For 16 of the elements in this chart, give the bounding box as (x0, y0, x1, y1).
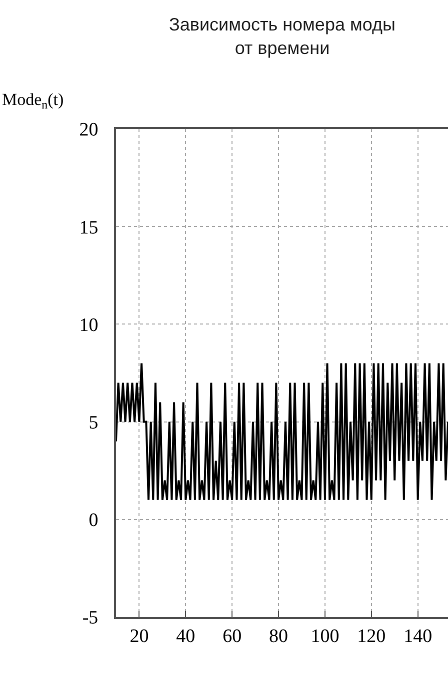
x-tick-label: 100 (310, 626, 340, 647)
x-tick-label: 40 (176, 626, 196, 647)
line-series (116, 362, 448, 501)
x-tick-label: 60 (222, 626, 242, 647)
y-tick-label: 15 (79, 217, 98, 238)
y-tick-label: 5 (88, 412, 98, 434)
x-tick-label: 120 (357, 626, 386, 647)
y-tick-label: 20 (79, 120, 98, 141)
x-tick-label: 20 (130, 626, 149, 647)
y-tick-label: 0 (88, 510, 98, 532)
y-tick-label: -5 (82, 608, 98, 629)
y-tick-label: 10 (79, 314, 98, 336)
x-tick-label: 140 (404, 626, 432, 647)
y-axis-title: Mode$_{n}$(t) (2, 90, 64, 112)
chart-title: Зависимость номера моды от времени (169, 14, 396, 58)
x-tick-label: 80 (269, 626, 288, 647)
